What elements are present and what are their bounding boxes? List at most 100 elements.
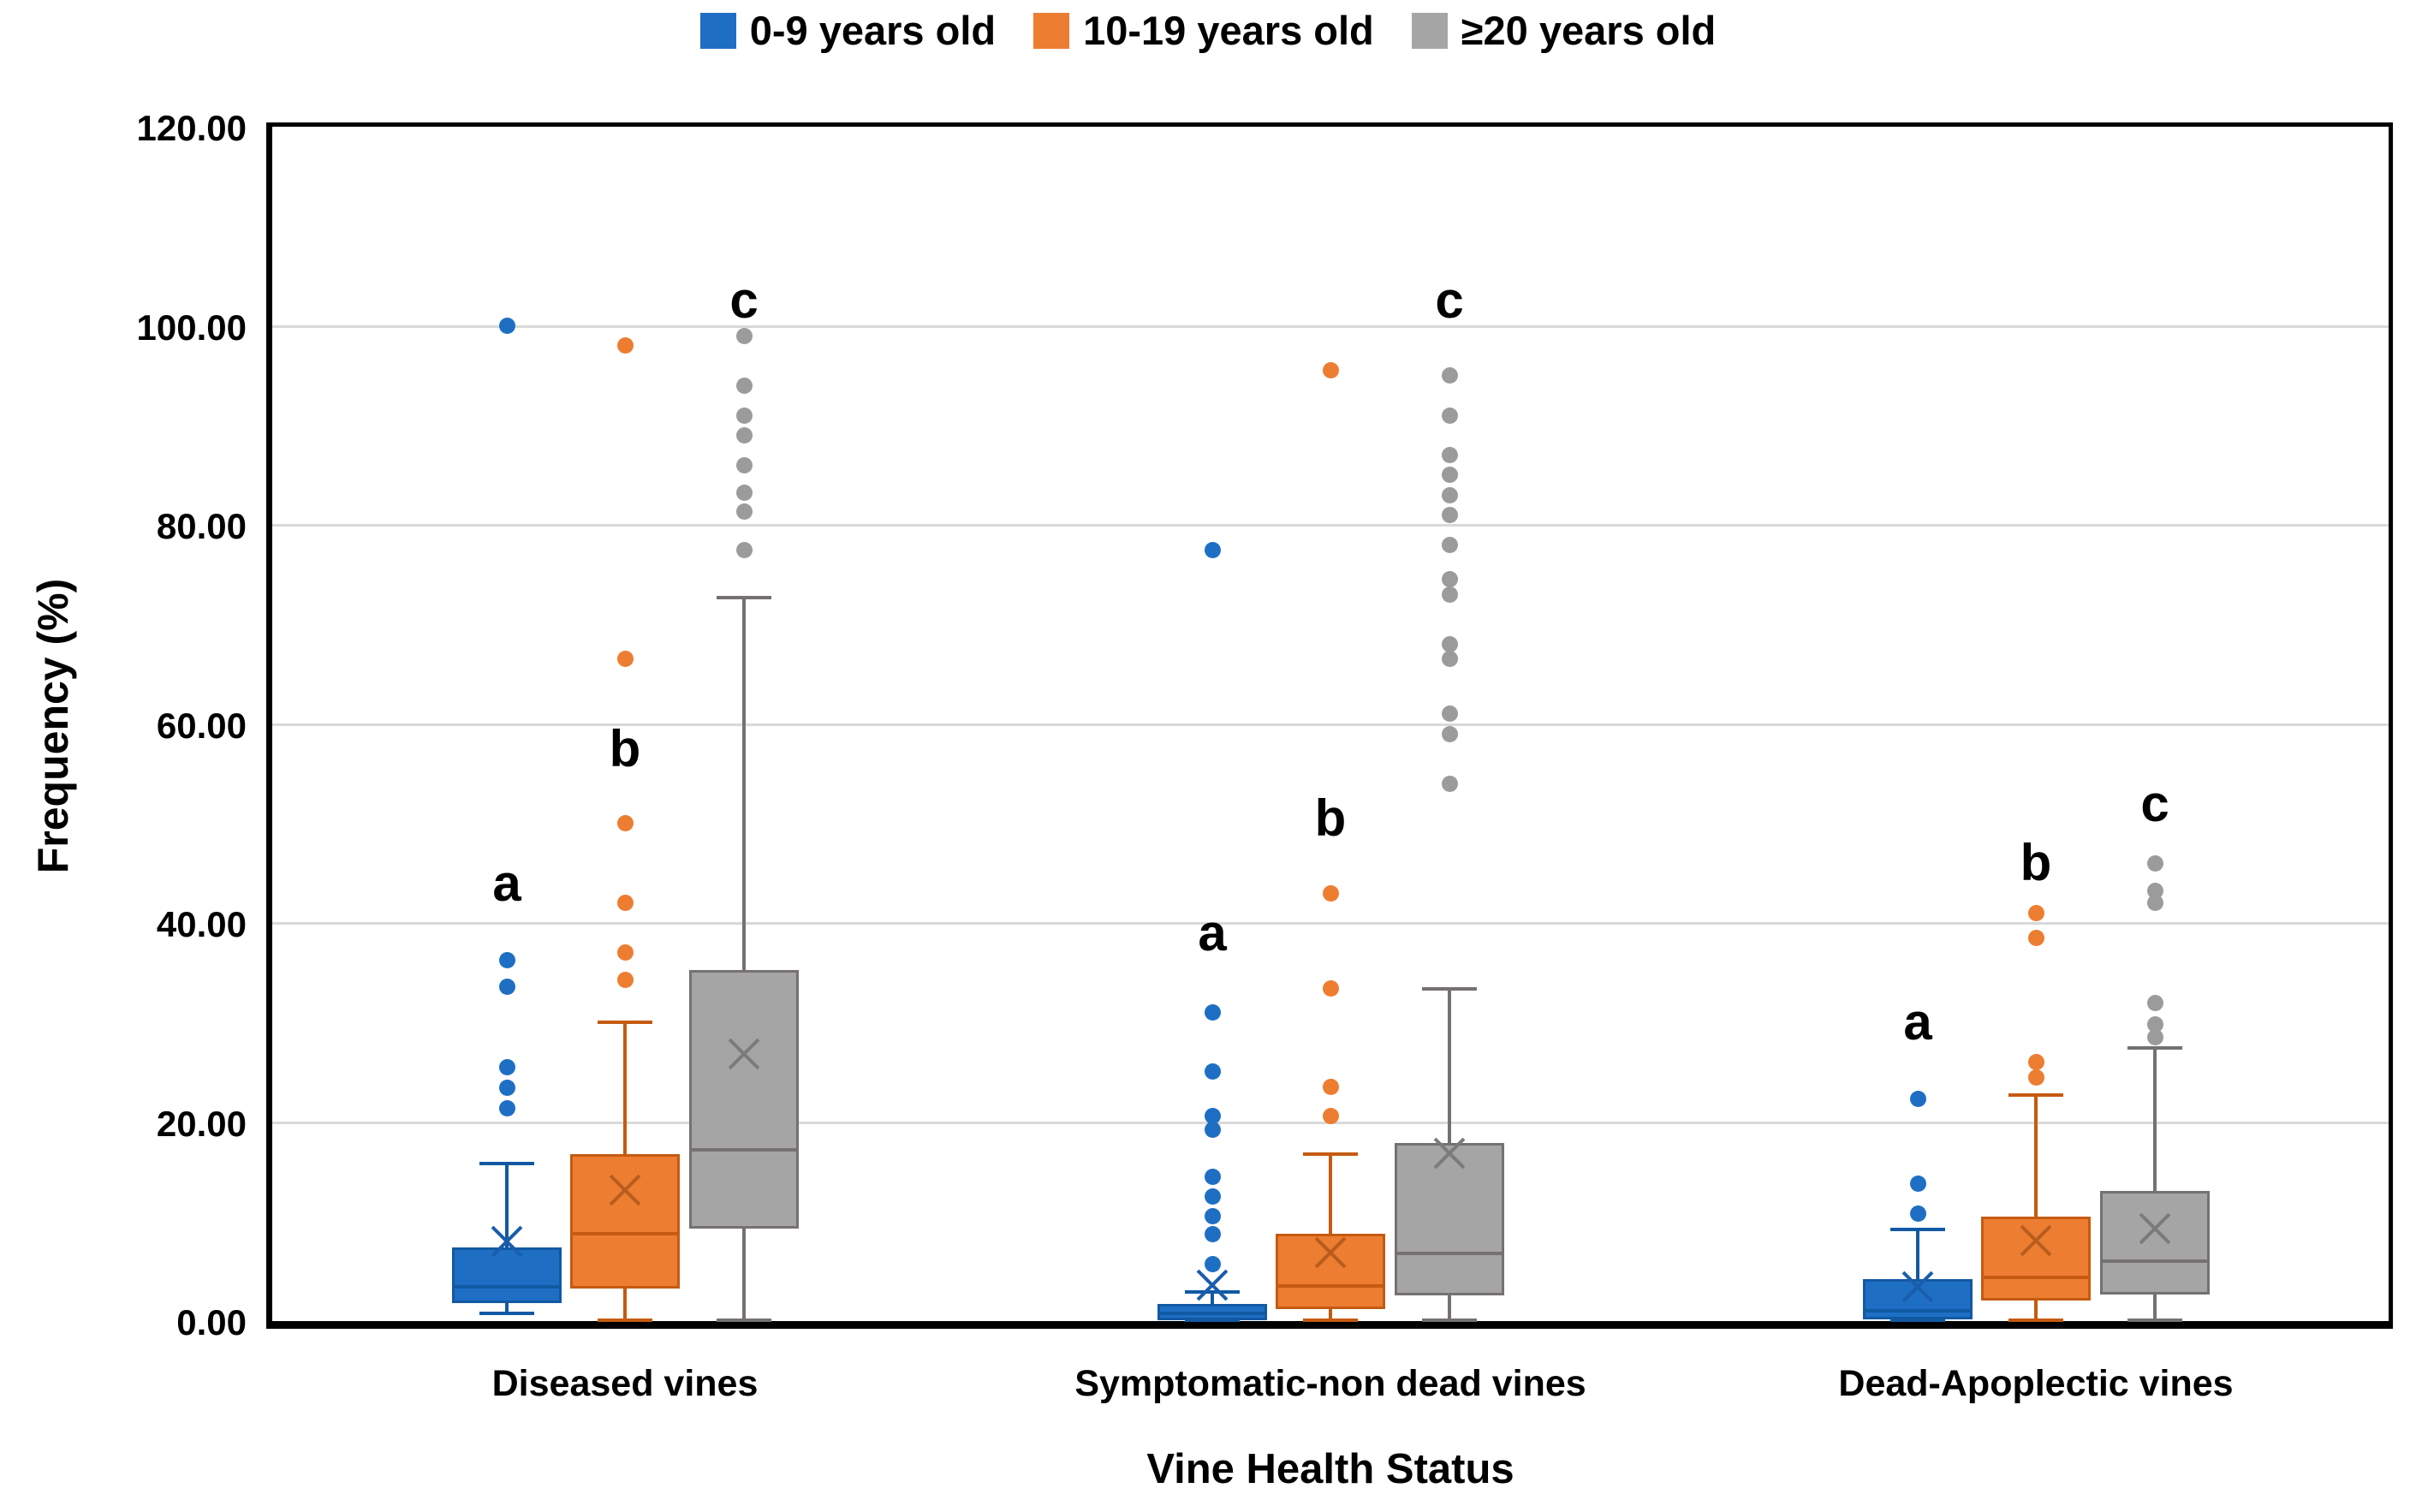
legend-item: ≥20 years old	[1411, 7, 1717, 54]
outlier-dot	[498, 978, 515, 995]
whisker-cap	[1890, 1319, 1945, 1322]
outlier-dot	[1441, 447, 1458, 464]
outlier-dot	[2027, 1069, 2044, 1086]
median-line	[1276, 1284, 1385, 1289]
median-line	[1157, 1311, 1267, 1315]
outlier-dot	[1204, 1188, 1221, 1205]
significance-letter: b	[2020, 834, 2052, 892]
outlier-dot	[1441, 775, 1458, 792]
box	[2100, 1190, 2210, 1295]
outlier-dot	[1204, 1122, 1221, 1139]
outlier-dot	[2146, 1016, 2163, 1033]
outlier-dot	[1204, 1004, 1221, 1021]
outlier-dot	[2027, 929, 2044, 946]
gridline	[272, 524, 2389, 527]
plot-area: a b c a b c a b c	[266, 122, 2393, 1329]
whisker-upper	[1211, 1292, 1214, 1305]
whisker-lower	[2034, 1300, 2038, 1321]
whisker-cap	[1185, 1290, 1240, 1295]
box	[1276, 1233, 1385, 1310]
mean-x-marker	[1429, 1133, 1470, 1174]
x-category-label: Diseased vines	[491, 1363, 759, 1404]
outlier-dot	[1204, 1256, 1221, 1273]
outlier-dot	[1204, 1168, 1221, 1185]
median-line	[689, 1148, 799, 1152]
whisker-lower	[505, 1303, 509, 1314]
outlier-dot	[498, 1059, 515, 1076]
legend-label: 10-19 years old	[1083, 8, 1374, 53]
legend-item: 0-9 years old	[699, 7, 996, 54]
mean-x-marker	[2015, 1220, 2056, 1261]
whisker-lower	[1448, 1295, 1451, 1321]
outlier-dot	[1441, 725, 1458, 742]
mean-x-marker	[1192, 1265, 1233, 1306]
outlier-dot	[616, 971, 634, 988]
outlier-dot	[1322, 980, 1339, 997]
box	[570, 1153, 680, 1289]
y-tick-label: 40.00	[156, 904, 247, 944]
whisker-upper	[1448, 988, 1451, 1143]
whisker-upper	[1329, 1153, 1332, 1234]
significance-letter: b	[609, 719, 641, 777]
whisker-lower	[1329, 1309, 1332, 1321]
median-line	[452, 1285, 562, 1289]
outlier-dot	[616, 651, 634, 668]
whisker-upper	[505, 1164, 509, 1247]
significance-letter: b	[1314, 789, 1347, 847]
outlier-dot	[1441, 467, 1458, 484]
outlier-dot	[1441, 367, 1458, 384]
outlier-dot	[2146, 854, 2163, 872]
whisker-upper	[2153, 1048, 2157, 1191]
outlier-dot	[2146, 994, 2163, 1011]
y-tick-label: 100.00	[136, 307, 247, 348]
outlier-dot	[1204, 541, 1221, 558]
outlier-dot	[498, 318, 515, 334]
legend-swatch	[1033, 12, 1070, 49]
outlier-dot	[1322, 884, 1339, 902]
box	[1981, 1216, 2091, 1301]
significance-letter: c	[1435, 271, 1464, 330]
whisker-cap	[1303, 1319, 1358, 1322]
outlier-dot	[1322, 362, 1339, 379]
y-tick-label: 60.00	[156, 705, 247, 746]
outlier-dot	[2027, 1054, 2044, 1071]
median-line	[1863, 1309, 1973, 1313]
outlier-dot	[735, 426, 753, 443]
legend-label: ≥20 years old	[1461, 8, 1717, 53]
outlier-dot	[616, 944, 634, 961]
outlier-dot	[1441, 651, 1458, 668]
whisker-cap	[598, 1021, 652, 1025]
significance-letter: a	[1903, 993, 1932, 1051]
outlier-dot	[616, 895, 634, 912]
outlier-dot	[1441, 506, 1458, 523]
outlier-dot	[1322, 1079, 1339, 1096]
outlier-dot	[735, 407, 753, 424]
outlier-dot	[1441, 586, 1458, 603]
outlier-dot	[616, 815, 634, 832]
box	[689, 969, 799, 1229]
box	[1395, 1142, 1504, 1295]
whisker-upper	[1916, 1229, 1919, 1280]
outlier-dot	[1441, 536, 1458, 553]
outlier-dot	[1204, 1063, 1221, 1080]
outlier-dot	[498, 1099, 515, 1116]
outlier-dot	[735, 327, 753, 344]
whisker-cap	[598, 1319, 652, 1322]
outlier-dot	[1322, 1108, 1339, 1125]
gridline	[272, 922, 2389, 925]
y-tick-label: 0.00	[176, 1302, 247, 1342]
whisker-cap	[717, 595, 771, 599]
significance-letter: c	[2140, 774, 2169, 832]
whisker-cap	[2127, 1046, 2182, 1051]
outlier-dot	[1204, 1208, 1221, 1225]
x-axis-title: Vine Health Status	[1146, 1446, 1514, 1492]
whisker-cap	[1185, 1319, 1240, 1322]
mean-x-marker	[1897, 1266, 1938, 1307]
whisker-cap	[1303, 1152, 1358, 1156]
outlier-dot	[616, 337, 634, 354]
median-line	[570, 1231, 680, 1235]
legend-item: 10-19 years old	[1033, 7, 1374, 54]
mean-x-marker	[2134, 1208, 2175, 1249]
outlier-dot	[1204, 1108, 1221, 1125]
whisker-cap	[2008, 1093, 2063, 1098]
